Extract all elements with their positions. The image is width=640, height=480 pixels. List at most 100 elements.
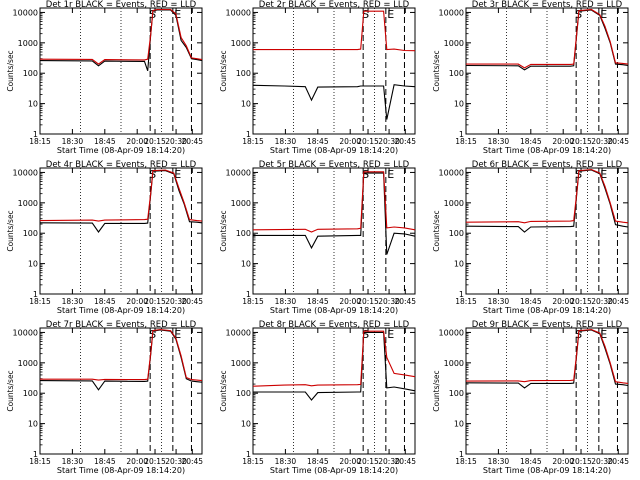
chart-6-x-tick-label: 20:45 xyxy=(181,457,203,466)
chart-7-x-tick-label: 20:30 xyxy=(378,457,400,466)
chart-0-marker-e: E xyxy=(174,8,181,21)
chart-2-marker-e: E xyxy=(600,8,607,21)
chart-4-title: Det 5r BLACK = Events, RED = LLD xyxy=(259,160,410,170)
chart-0-y-tick-label: 1000 xyxy=(18,39,38,48)
chart-6-x-tick-label: 18:15 xyxy=(29,457,51,466)
chart-0-y-tick-label: 100 xyxy=(23,69,38,78)
chart-3-series-red-line xyxy=(39,169,203,222)
chart-0-series-red-line xyxy=(39,8,203,65)
chart-7-x-tick-label: 20:00 xyxy=(339,457,361,466)
chart-1-x-tick-label: 20:30 xyxy=(378,137,400,146)
chart-4-x-tick-label: 18:30 xyxy=(275,297,297,306)
chart-3-xlabel: Start Time (08-Apr-09 18:14:20) xyxy=(57,306,185,315)
chart-2-y-tick-label: 1 xyxy=(459,130,464,139)
chart-4-y-tick-label: 1 xyxy=(246,290,251,299)
chart-0-x-tick-label: 20:30 xyxy=(165,137,187,146)
chart-3-x-tick-label: 20:45 xyxy=(181,297,203,306)
chart-5-y-tick-label: 1000 xyxy=(444,199,464,208)
chart-4-marker-e: E xyxy=(387,168,394,181)
chart-1-x-tick-label: 20:15 xyxy=(357,137,379,146)
chart-4-x-tick-label: 18:15 xyxy=(242,297,264,306)
chart-0-x-tick-label: 18:30 xyxy=(62,137,84,146)
chart-2-x-tick-label: 20:30 xyxy=(591,137,613,146)
chart-8-y-tick-label: 1 xyxy=(459,450,464,459)
chart-6-y-tick-label: 1000 xyxy=(18,359,38,368)
chart-4-x-tick-label: 20:00 xyxy=(339,297,361,306)
chart-1-x-tick-label: 20:45 xyxy=(394,137,416,146)
chart-8-ylabel: Counts/sec xyxy=(432,370,441,411)
chart-5-x-tick-label: 20:15 xyxy=(570,297,592,306)
chart-5-y-tick-label: 1 xyxy=(459,290,464,299)
chart-0-x-tick-label: 18:15 xyxy=(29,137,51,146)
chart-5-ylabel: Counts/sec xyxy=(432,210,441,251)
chart-5-y-tick-label: 100 xyxy=(449,229,464,238)
chart-5-x-tick-label: 18:30 xyxy=(488,297,510,306)
chart-6-y-tick-label: 10 xyxy=(28,420,38,429)
chart-6-x-tick-label: 18:45 xyxy=(94,457,116,466)
chart-1-x-tick-label: 18:45 xyxy=(307,137,329,146)
chart-5-panel: Det 6r BLACK = Events, RED = LLD 1 10 100 10… xyxy=(432,160,629,315)
chart-2-y-tick-label: 10 xyxy=(454,100,464,109)
chart-3-x-tick-label: 20:30 xyxy=(165,297,187,306)
chart-7-x-tick-label: 18:45 xyxy=(307,457,329,466)
chart-3-x-tick-label: 18:45 xyxy=(94,297,116,306)
chart-8-x-tick-label: 18:15 xyxy=(455,457,477,466)
chart-7-y-tick-label: 10 xyxy=(241,420,251,429)
chart-4-panel: Det 5r BLACK = Events, RED = LLD 1 10 100 10… xyxy=(219,160,416,315)
chart-6-xlabel: Start Time (08-Apr-09 18:14:20) xyxy=(57,466,185,475)
chart-2-x-tick-label: 20:15 xyxy=(570,137,592,146)
chart-6-title: Det 7r BLACK = Events, RED = LLD xyxy=(46,320,197,330)
chart-7-y-tick-label: 100 xyxy=(236,389,251,398)
chart-5-x-tick-label: 20:30 xyxy=(591,297,613,306)
chart-8-x-tick-label: 20:00 xyxy=(552,457,574,466)
chart-1-xlabel: Start Time (08-Apr-09 18:14:20) xyxy=(270,146,398,155)
chart-8-marker-e: E xyxy=(600,328,607,341)
chart-1-x-tick-label: 18:30 xyxy=(275,137,297,146)
chart-8-xlabel: Start Time (08-Apr-09 18:14:20) xyxy=(483,466,611,475)
chart-3-y-tick-label: 10000 xyxy=(13,168,38,177)
chart-5-marker-e: E xyxy=(600,168,607,181)
chart-8-title: Det 9r BLACK = Events, RED = LLD xyxy=(472,320,623,330)
chart-1-y-tick-label: 1 xyxy=(246,130,251,139)
chart-3-panel: Det 4r BLACK = Events, RED = LLD 1 10 100 10… xyxy=(6,160,203,315)
chart-0-ylabel: Counts/sec xyxy=(6,50,15,91)
chart-5-x-tick-label: 18:15 xyxy=(455,297,477,306)
chart-0-y-tick-label: 10 xyxy=(28,100,38,109)
chart-2-y-tick-label: 1000 xyxy=(444,39,464,48)
chart-8-x-tick-label: 20:45 xyxy=(607,457,629,466)
chart-1-y-tick-label: 1000 xyxy=(231,39,251,48)
chart-6-y-tick-label: 100 xyxy=(23,389,38,398)
chart-1-title: Det 2r BLACK = Events, RED = LLD xyxy=(259,0,410,10)
chart-7-title: Det 8r BLACK = Events, RED = LLD xyxy=(259,320,410,330)
chart-6-y-tick-label: 10000 xyxy=(13,328,38,337)
chart-7-xlabel: Start Time (08-Apr-09 18:14:20) xyxy=(270,466,398,475)
chart-8-panel: Det 9r BLACK = Events, RED = LLD 1 10 100 10… xyxy=(432,320,629,475)
chart-7-x-tick-label: 20:15 xyxy=(357,457,379,466)
chart-8-x-tick-label: 20:15 xyxy=(570,457,592,466)
chart-4-x-tick-label: 20:30 xyxy=(378,297,400,306)
chart-6-x-tick-label: 18:30 xyxy=(62,457,84,466)
chart-1-ylabel: Counts/sec xyxy=(219,50,228,91)
chart-2-panel: Det 3r BLACK = Events, RED = LLD 1 10 100 10… xyxy=(432,0,629,155)
chart-6-ylabel: Counts/sec xyxy=(6,370,15,411)
chart-1-series-red-line xyxy=(253,10,416,52)
chart-6-y-tick-label: 1 xyxy=(33,450,38,459)
chart-4-x-tick-label: 18:45 xyxy=(307,297,329,306)
chart-8-y-tick-label: 10000 xyxy=(439,328,464,337)
chart-7-x-tick-label: 18:15 xyxy=(242,457,264,466)
chart-5-title: Det 6r BLACK = Events, RED = LLD xyxy=(472,160,623,170)
chart-7-y-tick-label: 1000 xyxy=(231,359,251,368)
chart-5-y-tick-label: 10 xyxy=(454,260,464,269)
chart-6-panel: Det 7r BLACK = Events, RED = LLD 1 10 100 10… xyxy=(6,320,203,475)
chart-0-x-tick-label: 20:15 xyxy=(144,137,166,146)
chart-2-ylabel: Counts/sec xyxy=(432,50,441,91)
chart-3-x-tick-label: 18:30 xyxy=(62,297,84,306)
chart-1-marker-e: E xyxy=(387,8,394,21)
chart-7-y-tick-label: 10000 xyxy=(226,328,251,337)
chart-4-y-tick-label: 10 xyxy=(241,260,251,269)
chart-1-x-tick-label: 18:15 xyxy=(242,137,264,146)
chart-0-x-tick-label: 20:45 xyxy=(181,137,203,146)
chart-1-panel: Det 2r BLACK = Events, RED = LLD 1 10 100 10… xyxy=(219,0,416,155)
chart-1-y-tick-label: 10000 xyxy=(226,8,251,17)
